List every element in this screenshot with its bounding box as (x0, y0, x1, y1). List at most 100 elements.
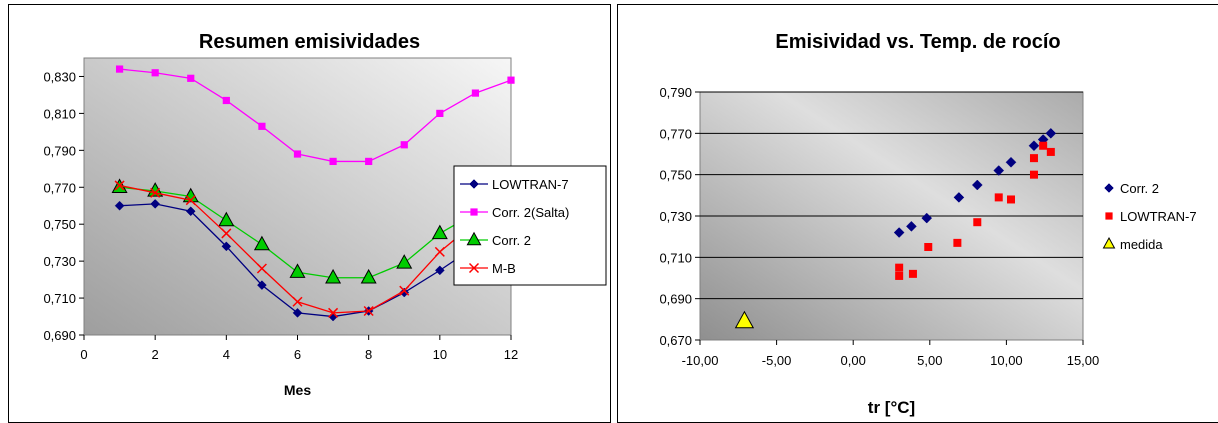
data-point (365, 157, 373, 166)
data-point (1045, 127, 1057, 139)
legend-label: Corr. 2 (1120, 181, 1159, 196)
legend-label: LOWTRAN-7 (492, 177, 569, 192)
scatter-chart: 0,670 0,690 0,710 0,730 0,750 0,770 0,790 -10,0… (659, 85, 1196, 417)
data-point (906, 220, 917, 232)
data-point (994, 193, 1003, 202)
y-tick-label: 0,670 (659, 333, 692, 348)
data-point (185, 206, 196, 217)
legend-swatch-marker (1104, 183, 1114, 193)
data-point (253, 235, 270, 251)
chart-title: Resumen emisividades (198, 31, 421, 53)
data-point (182, 187, 199, 203)
x-tick-label: -5,00 (762, 353, 792, 368)
data-point (431, 224, 448, 240)
y-tick-label: 0,690 (43, 328, 76, 343)
data-point (953, 238, 962, 247)
data-point (1006, 195, 1015, 204)
data-point (971, 179, 983, 191)
data-point (399, 287, 410, 298)
data-point (187, 74, 195, 82)
series-line-2 (119, 186, 512, 279)
y-tick-label: 0,770 (43, 180, 76, 195)
data-point (257, 280, 267, 290)
data-point (363, 305, 374, 317)
data-point (924, 243, 933, 251)
data-point (114, 180, 125, 191)
data-point (328, 307, 339, 318)
data-point (221, 241, 232, 252)
y-tick-label: 0,730 (659, 209, 692, 224)
data-point (436, 109, 444, 117)
x-tick-label: 8 (365, 347, 372, 362)
legend-label: Corr. 2(Salta) (492, 205, 569, 220)
data-point (399, 285, 410, 296)
data-point (953, 192, 965, 203)
data-point (893, 227, 905, 238)
data-point (292, 296, 303, 307)
data-point (973, 218, 982, 227)
y-tick-label: 0,710 (43, 291, 76, 306)
y-tick-label: 0,730 (43, 254, 76, 269)
chart-panel-emissivity-summary: Resumen emisividades 0,690 0,710 0,730 0,75… (8, 4, 611, 423)
chart-title: Emisividad vs. Temp. de rocío (775, 31, 1061, 53)
legend-swatch-marker (1102, 236, 1116, 249)
data-point (434, 246, 445, 257)
data-point (1039, 141, 1048, 150)
data-point (150, 199, 161, 209)
data-point (325, 268, 342, 284)
data-point (293, 150, 302, 158)
data-point (258, 122, 266, 130)
data-point (895, 271, 904, 280)
data-point (218, 211, 235, 227)
data-point (114, 200, 125, 211)
data-point (1029, 154, 1038, 163)
data-point (289, 263, 306, 278)
data-point (221, 228, 232, 239)
data-point (993, 165, 1005, 176)
x-tick-label: 0 (80, 347, 87, 362)
chart-panel-emissivity-vs-dewpoint: Emisividad vs. Temp. de rocío 0,670 0,690… (617, 4, 1218, 423)
data-point (396, 254, 413, 269)
y-tick-label: 0,830 (43, 69, 76, 84)
y-tick-label: 0,750 (659, 168, 692, 183)
legend-label: medida (1120, 237, 1163, 252)
y-tick-label: 0,790 (659, 85, 692, 100)
legend-label: M-B (492, 261, 516, 276)
data-point (115, 65, 124, 73)
legend-label: Corr. 2 (492, 233, 531, 248)
data-point (908, 269, 917, 278)
x-tick-label: 5,00 (917, 353, 942, 368)
data-point (1005, 156, 1017, 168)
series-line-1 (119, 68, 512, 163)
legend-swatch-marker (470, 208, 478, 216)
x-axis-title: Mes (284, 382, 311, 398)
series-line-0 (119, 203, 512, 318)
data-point (185, 195, 196, 206)
x-tick-label: 10 (433, 347, 447, 362)
data-point (329, 157, 337, 166)
y-tick-label: 0,770 (659, 126, 692, 141)
y-tick-label: 0,810 (43, 106, 76, 121)
data-point (1046, 147, 1055, 156)
y-tick-label: 0,790 (43, 143, 76, 158)
line-chart: 0,690 0,710 0,730 0,750 0,770 0,790 0,810 0,830… (43, 57, 607, 398)
data-point (256, 263, 267, 274)
x-tick-label: -10,00 (682, 353, 719, 368)
x-tick-label: 10,00 (990, 353, 1023, 368)
data-point (151, 69, 159, 77)
data-point (434, 265, 445, 276)
data-point (150, 187, 161, 198)
legend-swatch-marker (468, 262, 480, 274)
x-tick-label: 2 (152, 347, 159, 362)
data-point (471, 89, 480, 97)
data-point (400, 141, 408, 149)
data-point (292, 307, 303, 318)
data-point (895, 263, 904, 272)
x-axis-title: tr [°C] (868, 398, 915, 417)
legend-swatch-marker (466, 231, 482, 246)
legend-swatch-marker (469, 179, 479, 189)
x-tick-label: 15,00 (1067, 353, 1100, 368)
legend-swatch-marker (1105, 212, 1113, 220)
data-point (222, 96, 230, 105)
x-tick-label: 12 (504, 347, 518, 362)
